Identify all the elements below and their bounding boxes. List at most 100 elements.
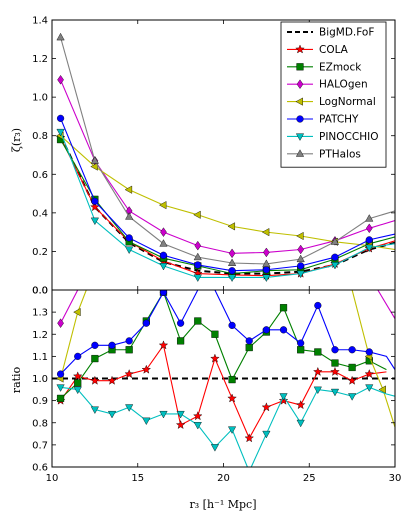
top-panel-point-lognormal	[193, 210, 201, 219]
top-panel-point-pthalos	[296, 254, 305, 263]
bottom-panel-point-ezmock	[56, 394, 65, 403]
bottom-panel-point-patchy	[159, 290, 168, 296]
bottom-panel-point-ezmock	[177, 337, 185, 345]
legend-marker-cola	[295, 44, 305, 54]
bottom-panel-point-patchy	[262, 326, 270, 334]
bottom-panel-point-cola	[244, 433, 254, 443]
top-panel-point-pthalos	[193, 252, 202, 261]
top-panel-point-patchy	[91, 197, 99, 205]
top-panel-point-lognormal	[227, 222, 235, 231]
bottom-panel-point-cola	[124, 369, 134, 379]
bottom-panel-point-patchy	[56, 370, 65, 378]
legend-label-pthalos: PTHalos	[319, 148, 361, 160]
bottom-panel-point-ezmock	[91, 354, 99, 363]
top-panel-point-patchy	[194, 261, 202, 269]
top-panel-point-lognormal	[296, 231, 304, 241]
legend-marker-pinocchio	[295, 133, 305, 141]
top-panel-point-cola	[90, 202, 100, 212]
bottom-panel-point-ezmock	[297, 346, 305, 354]
bottom-panel-ytick-label: 1.2	[32, 330, 48, 341]
top-panel-point-pthalos	[365, 214, 374, 222]
legend-label-cola: COLA	[319, 44, 349, 56]
legend-label-ezmock: EZmock	[319, 61, 362, 73]
top-panel-point-halogen	[263, 247, 270, 258]
top-panel-ytick-label: 1.2	[32, 54, 48, 65]
bottom-panel-ytick-label: 1.0	[32, 374, 48, 385]
top-panel-ytick-label: 0.4	[32, 208, 48, 219]
bottom-panel-series-pinocchio	[60, 386, 395, 467]
legend-marker-lognormal	[295, 97, 303, 106]
bottom-panel-ytick-label: 1.1	[32, 352, 48, 363]
top-panel-point-halogen	[365, 223, 373, 234]
top-panel-point-pthalos	[56, 32, 65, 41]
bottom-panel-point-cola	[347, 375, 357, 385]
top-panel-point-pinocchio	[330, 262, 340, 270]
bottom-panel-point-patchy	[125, 337, 133, 345]
x-axis-label: r₃ [h⁻¹ Mpc]	[189, 498, 256, 511]
top-panel-point-halogen	[228, 248, 236, 259]
bottom-panel-point-pinocchio	[210, 444, 220, 452]
legend-marker-pthalos	[295, 149, 305, 157]
top-panel-point-pinocchio	[262, 274, 271, 282]
bottom-panel-point-cola	[141, 364, 152, 374]
bottom-panel-point-halogen	[57, 318, 64, 328]
bottom-panel-point-cola	[364, 369, 375, 379]
bottom-panel-series-halogen	[60, 290, 395, 324]
bottom-panel-point-patchy	[279, 326, 288, 334]
bottom-panel-point-patchy	[91, 341, 99, 349]
xtick-label: 25	[303, 473, 316, 484]
bottom-panel-ytick-label: 0.7	[32, 440, 48, 451]
bottom-panel-point-cola	[210, 353, 220, 363]
top-panel-point-halogen	[194, 240, 202, 251]
bottom-panel-point-cola	[227, 393, 237, 403]
bottom-panel-point-cola	[107, 375, 117, 385]
bottom-panel-point-ezmock	[314, 348, 322, 356]
bottom-panel-point-pinocchio	[330, 388, 340, 397]
top-panel-ytick-label: 1.4	[32, 16, 48, 27]
bottom-panel-point-pinocchio	[279, 393, 288, 401]
bottom-panel-point-ezmock	[279, 304, 288, 312]
bottom-panel-point-pinocchio	[313, 386, 322, 395]
top-panel-point-pthalos	[262, 259, 271, 267]
top-panel-point-pthalos	[330, 237, 340, 245]
legend-marker-halogen	[296, 79, 304, 89]
bottom-panel-point-ezmock	[125, 346, 133, 354]
top-panel-point-halogen	[57, 75, 64, 85]
bottom-panel-point-cola	[72, 371, 83, 381]
bottom-panel-point-pinocchio	[245, 469, 252, 476]
bottom-panel-point-cola	[261, 402, 272, 412]
bottom-panel-point-ezmock	[245, 343, 253, 352]
top-panel-point-lognormal	[261, 228, 270, 237]
y-axis-label-bottom: ratio	[10, 366, 23, 393]
legend-marker-patchy	[296, 115, 304, 123]
top-panel-ytick-label: 0.0	[32, 286, 48, 297]
bottom-panel-point-lognormal	[73, 308, 81, 317]
bottom-panel-point-ezmock	[331, 359, 339, 367]
y-axis-label-top: ζ(r₃)	[10, 128, 23, 152]
xtick-label: 30	[389, 473, 402, 484]
bottom-panel-point-ezmock	[74, 379, 82, 387]
bottom-panel-point-patchy	[177, 319, 185, 327]
top-panel-point-patchy	[365, 236, 373, 244]
legend-label-lognormal: LogNormal	[319, 96, 376, 108]
bottom-panel-point-pinocchio	[176, 410, 185, 419]
bottom-panel-point-cola	[193, 411, 203, 421]
bottom-panel-point-cola	[330, 366, 340, 376]
bottom-panel-point-patchy	[365, 348, 373, 356]
top-panel-point-pinocchio	[90, 217, 99, 226]
top-panel-point-halogen	[297, 244, 304, 255]
top-panel-point-pinocchio	[296, 270, 305, 279]
top-panel-point-pinocchio	[193, 274, 202, 282]
top-panel-point-lognormal	[124, 185, 133, 194]
top-panel-point-pinocchio	[159, 262, 168, 271]
top-panel-point-pinocchio	[125, 246, 134, 254]
legend-box	[280, 21, 387, 168]
bottom-panel-ytick-label: 0.0	[32, 286, 48, 297]
bottom-panel-point-patchy	[348, 346, 356, 354]
top-panel-ytick-label: 0.2	[32, 247, 48, 258]
top-panel-point-patchy	[228, 267, 236, 275]
legend-marker-ezmock	[296, 63, 304, 71]
bottom-panel-point-pinocchio	[107, 410, 117, 419]
bottom-panel-point-pinocchio	[365, 384, 374, 392]
